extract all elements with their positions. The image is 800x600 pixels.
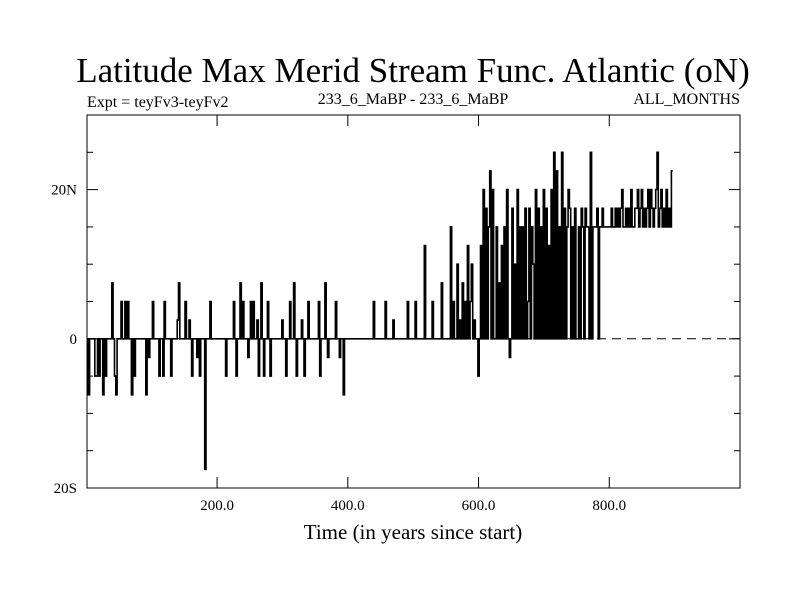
chart-subtitle-center: 233_6_MaBP - 233_6_MaBP <box>318 91 509 108</box>
data-series-line <box>87 151 673 471</box>
x-tick-label: 800.0 <box>592 498 626 514</box>
x-ticks: 200.0 400.0 600.0 800.0 <box>200 115 626 514</box>
x-tick-label: 600.0 <box>462 498 496 514</box>
y-tick-label: 20N <box>51 183 77 199</box>
chart-subtitle-left: Expt = teyFv3-teyFv2 <box>87 94 228 111</box>
chart-subtitle-right: ALL_MONTHS <box>633 91 740 108</box>
x-axis-label: Time (in years since start) <box>304 520 523 544</box>
chart-title: Latitude Max Merid Stream Func. Atlantic… <box>76 51 750 90</box>
y-tick-label: 20S <box>54 481 77 497</box>
y-tick-label: 0 <box>70 332 78 348</box>
x-tick-label: 400.0 <box>331 498 365 514</box>
x-tick-label: 200.0 <box>200 498 234 514</box>
y-ticks: 20S 0 20N <box>51 183 740 497</box>
